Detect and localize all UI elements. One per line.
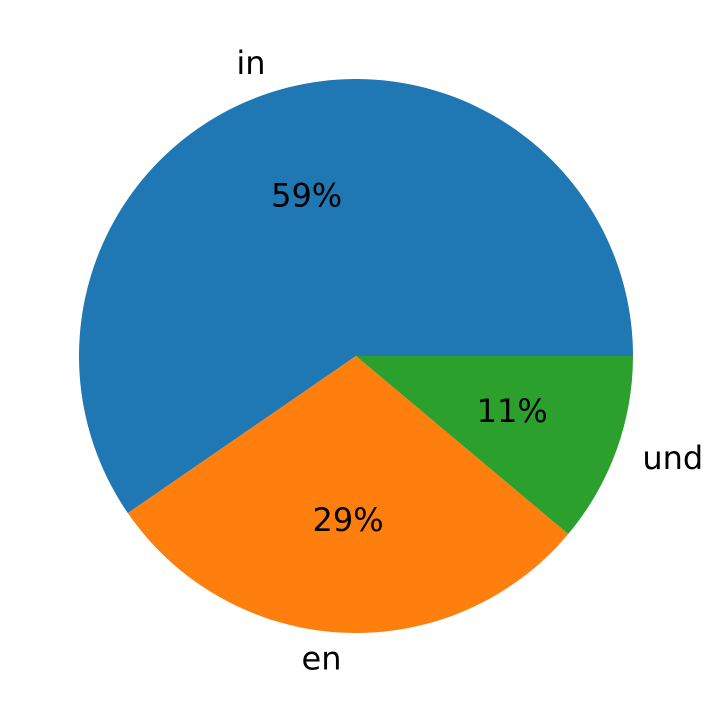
- percent-label: 11%: [477, 392, 548, 430]
- pie-slice: [78, 78, 634, 514]
- pie-slice: [127, 356, 569, 633]
- pie-slice: [356, 356, 633, 535]
- slice-label: und: [642, 439, 703, 477]
- slice-label: en: [302, 639, 342, 677]
- slice-label: in: [236, 44, 265, 82]
- percent-label: 59%: [271, 176, 342, 214]
- percent-label: 29%: [313, 501, 384, 539]
